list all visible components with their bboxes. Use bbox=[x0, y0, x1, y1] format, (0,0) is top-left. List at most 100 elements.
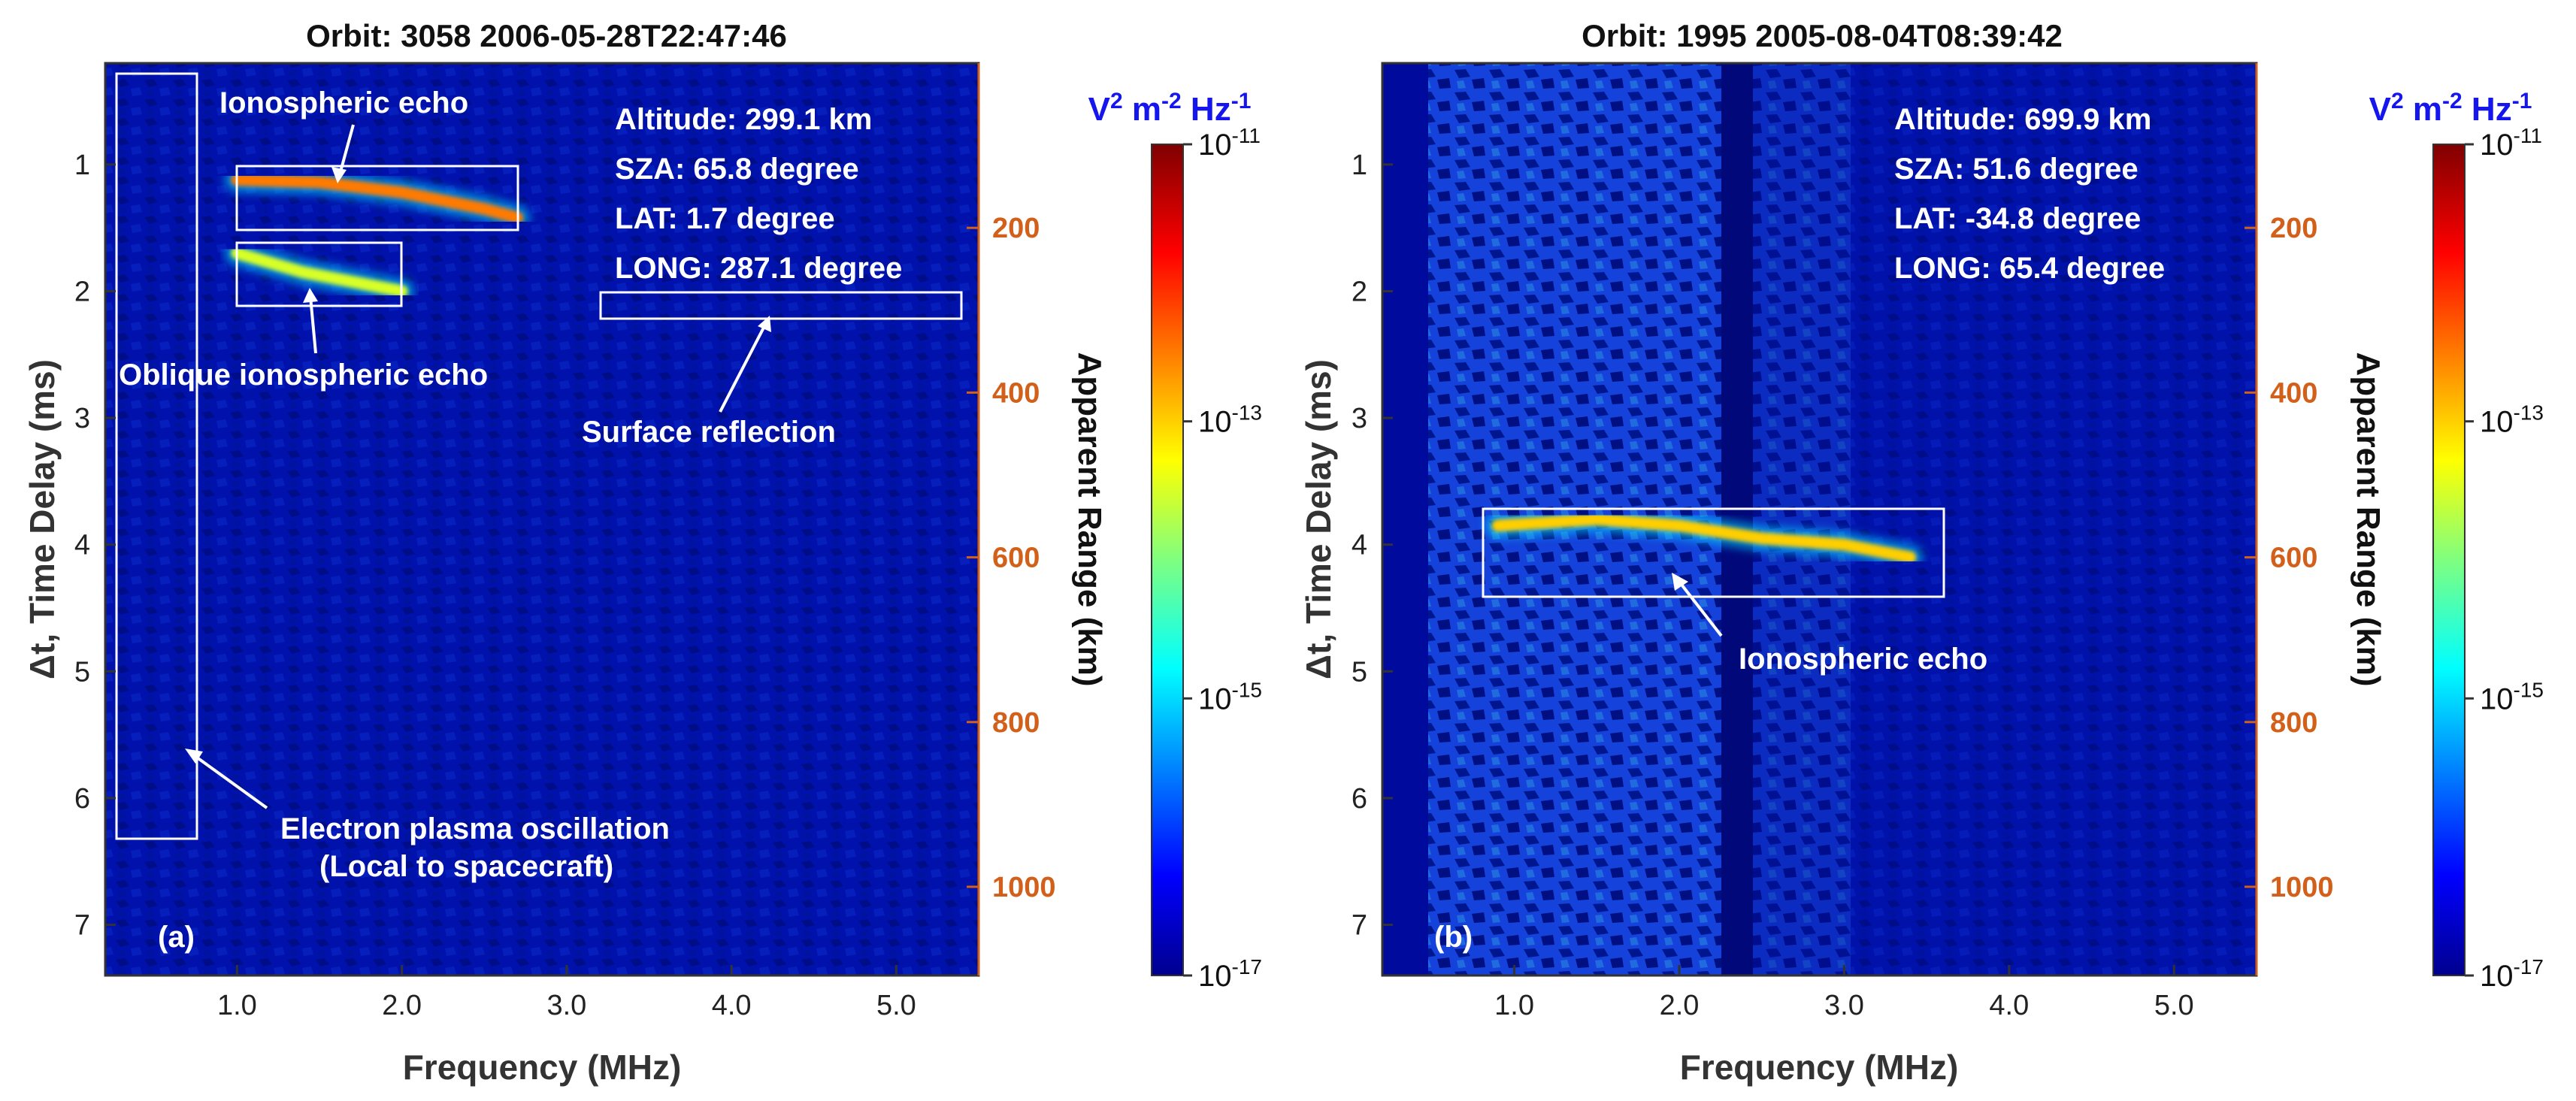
panel-b-info-sza: SZA: 51.6 degree bbox=[1894, 153, 2139, 186]
panel-a-annotation-ionospheric-echo: Ionospheric echo bbox=[219, 86, 468, 119]
panel-b-annotations: Ionospheric echo (b) bbox=[1434, 507, 1987, 954]
panel-a-right-tick-label: 600 bbox=[992, 543, 1040, 574]
panel-a-right-tick-label: 1000 bbox=[992, 872, 1056, 903]
panel-a-annotation-plasma-oscillation: Electron plasma oscillation bbox=[280, 812, 670, 845]
colorbar-a-ticks: 10-11 10-13 10-15 10-17 bbox=[1183, 124, 1262, 993]
panel-a-arrow-ionospheric-echo bbox=[338, 124, 355, 175]
panel-a-box-ionospheric-echo bbox=[235, 165, 519, 231]
panel-b-ytick-label: 3 bbox=[1352, 403, 1367, 434]
panel-a-ytick-label: 1 bbox=[74, 150, 90, 181]
panel-a-annotation-plasma-oscillation-sub: (Local to spacecraft) bbox=[319, 850, 613, 883]
panel-a: Orbit: 3058 2006-05-28T22:47:46 Altitude… bbox=[23, 18, 1108, 1087]
panel-b-info-lat: LAT: -34.8 degree bbox=[1894, 202, 2141, 235]
panel-b-ytick-label: 5 bbox=[1352, 656, 1367, 688]
panel-a-box-oblique-echo bbox=[235, 241, 403, 307]
panel-a-xtick-label: 3.0 bbox=[546, 990, 586, 1021]
panel-a-right-tick-label: 200 bbox=[992, 213, 1040, 244]
panel-a-arrow-oblique-echo bbox=[309, 296, 317, 354]
panel-a-ytick-label: 2 bbox=[74, 277, 90, 308]
colorbar-a-tick-label: 10-15 bbox=[1198, 678, 1262, 715]
panel-a-info-altitude: Altitude: 299.1 km bbox=[615, 103, 872, 136]
panel-b-arrowhead-ionospheric-echo bbox=[1672, 573, 1688, 591]
panel-a-box-surface-reflection bbox=[599, 291, 963, 320]
panel-b-ytick-label: 7 bbox=[1352, 910, 1367, 942]
panel-a-xlabel: Frequency (MHz) bbox=[403, 1048, 682, 1087]
colorbar-b-tick-label: 10-15 bbox=[2480, 678, 2544, 715]
colorbar-b-tick-label: 10-13 bbox=[2480, 401, 2544, 439]
panel-a-arrowhead-oblique-echo bbox=[303, 288, 318, 303]
panel-b-texture bbox=[1851, 63, 2257, 975]
panel-b-features bbox=[1485, 506, 1924, 570]
panel-b-right-tick-label: 600 bbox=[2270, 543, 2317, 574]
panel-b-xtick-label: 2.0 bbox=[1660, 990, 1700, 1021]
panel-a-plot-area bbox=[104, 59, 979, 992]
panel-a-annotations: Ionospheric echo Oblique ionospheric ech… bbox=[115, 72, 963, 954]
panel-a-arrowhead-surface-reflection bbox=[758, 316, 771, 332]
colorbar-a: V2 m-2 Hz-1 10-11 10-13 10-15 10-17 bbox=[1088, 89, 1262, 993]
panel-b-ylabel: Δt, Time Delay (ms) bbox=[1299, 359, 1338, 679]
panel-b-xlabel: Frequency (MHz) bbox=[1680, 1048, 1959, 1087]
panel-a-right-tick-label: 400 bbox=[992, 377, 1040, 409]
panel-b-xtick-label: 5.0 bbox=[2154, 990, 2194, 1021]
panel-a-texture bbox=[105, 63, 979, 975]
panel-b-right-tick-label: 800 bbox=[2270, 707, 2317, 739]
panel-a-info-sza: SZA: 65.8 degree bbox=[615, 153, 859, 186]
panel-a-feature-ionospheric-echo bbox=[231, 174, 524, 224]
colorbar-a-tick-label: 10-17 bbox=[1198, 955, 1262, 993]
panel-b-ytick-label: 4 bbox=[1352, 530, 1367, 561]
panel-a-arrowhead-ionospheric-echo bbox=[331, 167, 347, 183]
colorbar-a-tick-label: 10-11 bbox=[1198, 124, 1261, 162]
panel-a-info-lat: LAT: 1.7 degree bbox=[615, 202, 835, 235]
panel-b-mid-region bbox=[1753, 63, 1851, 975]
colorbar-a-gradient bbox=[1151, 144, 1184, 976]
panel-b-info-long: LONG: 65.4 degree bbox=[1894, 252, 2165, 285]
panel-a-ytick-label: 7 bbox=[74, 910, 90, 942]
panel-b-title: Orbit: 1995 2005-08-04T08:39:42 bbox=[1582, 18, 2063, 53]
panel-a-axes: 1.0 2.0 3.0 4.0 5.0 1 2 3 4 5 6 7 200 400 600 800 1000 bbox=[74, 150, 1056, 1021]
colorbar-b-tick-label: 10-11 bbox=[2480, 124, 2542, 162]
panel-a-box-plasma-oscillation bbox=[115, 72, 198, 840]
panel-b-label: (b) bbox=[1434, 921, 1473, 954]
panel-b-ytick-label: 1 bbox=[1352, 150, 1367, 181]
panel-b-info-altitude: Altitude: 699.9 km bbox=[1894, 103, 2151, 136]
panel-b-dark-strip bbox=[1721, 63, 1753, 975]
panel-a-ytick-label: 4 bbox=[74, 530, 90, 561]
panel-b-info: Altitude: 699.9 km SZA: 51.6 degree LAT:… bbox=[1894, 103, 2165, 285]
panel-a-ytick-label: 6 bbox=[74, 783, 90, 815]
panel-b-ytick-label: 6 bbox=[1352, 783, 1367, 815]
panel-b-arrow-ionospheric-echo bbox=[1678, 580, 1723, 637]
panel-b-right-tick-label: 400 bbox=[2270, 377, 2317, 409]
panel-a-info-long: LONG: 287.1 degree bbox=[615, 252, 902, 285]
panel-a-arrow-plasma-oscillation bbox=[192, 754, 268, 809]
panel-b-right-tick-label: 1000 bbox=[2270, 872, 2334, 903]
panel-b-right-label: Apparent Range (km) bbox=[2350, 352, 2387, 687]
panel-a-ylabel: Δt, Time Delay (ms) bbox=[23, 359, 62, 679]
colorbar-a-tick-label: 10-13 bbox=[1198, 401, 1262, 439]
panel-a-arrow-surface-reflection bbox=[719, 324, 767, 413]
panel-b-xtick-label: 3.0 bbox=[1824, 990, 1864, 1021]
panel-b-box-ionospheric-echo bbox=[1482, 507, 1945, 598]
colorbar-b-gradient bbox=[2432, 144, 2466, 976]
panel-b-right-tick-label: 200 bbox=[2270, 213, 2317, 244]
colorbar-b-ticks: 10-11 10-13 10-15 10-17 bbox=[2465, 124, 2544, 993]
panel-a-ytick-label: 5 bbox=[74, 656, 90, 688]
panel-b-xtick-label: 4.0 bbox=[1989, 990, 2029, 1021]
panel-a-xtick-label: 2.0 bbox=[382, 990, 422, 1021]
panel-b-annotation-ionospheric-echo: Ionospheric echo bbox=[1739, 643, 1987, 676]
panel-a-right-tick-label: 800 bbox=[992, 707, 1040, 739]
panel-a-ytick-label: 3 bbox=[74, 403, 90, 434]
panel-a-annotation-oblique-echo: Oblique ionospheric echo bbox=[119, 358, 488, 392]
colorbar-b: V2 m-2 Hz-1 10-11 10-13 10-15 10-17 bbox=[2369, 89, 2544, 993]
panel-a-xtick-label: 4.0 bbox=[712, 990, 752, 1021]
panel-a-annotation-surface-reflection: Surface reflection bbox=[582, 416, 836, 449]
panel-b-ytick-label: 2 bbox=[1352, 277, 1367, 308]
panel-a-info: Altitude: 299.1 km SZA: 65.8 degree LAT:… bbox=[615, 103, 902, 285]
panel-b-axes: 1.0 2.0 3.0 4.0 5.0 1 2 3 4 5 6 7 200 400 600 800 1000 bbox=[1352, 150, 2334, 1021]
panel-a-label: (a) bbox=[158, 921, 195, 954]
colorbar-b-tick-label: 10-17 bbox=[2480, 955, 2544, 993]
colorbar-b-title: V2 m-2 Hz-1 bbox=[2369, 89, 2532, 128]
panel-a-xtick-label: 1.0 bbox=[217, 990, 257, 1021]
panel-b-plot-area bbox=[1382, 63, 2257, 975]
panel-a-xtick-label: 5.0 bbox=[876, 990, 916, 1021]
